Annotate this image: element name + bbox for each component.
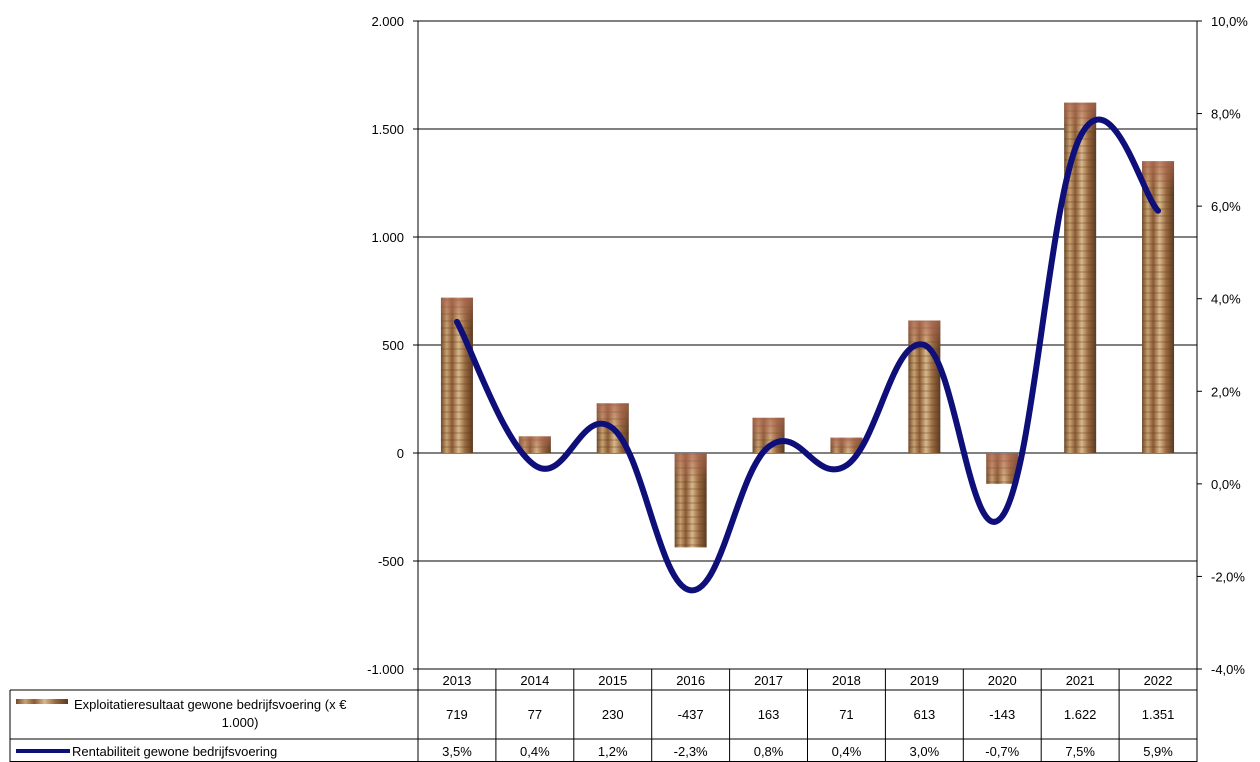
bar-2016 [674,453,707,548]
line-value-label: 3,0% [910,744,940,759]
right-tick-label: 0,0% [1211,477,1241,492]
bar-2019 [908,320,941,453]
axes: 2.000 1.500 1.000 500 0 -500 -1.000 10,0% 8,0% 6,… [367,14,1248,677]
legend-swatch-bars [16,699,68,704]
x-tick-label: 2019 [910,673,939,688]
line-value-label: 0,4% [832,744,862,759]
x-tick-label: 2022 [1144,673,1173,688]
left-tick-label: 1.500 [371,122,404,137]
bar-2018 [830,437,863,453]
x-tick-label: 2018 [832,673,861,688]
right-tick-label: 10,0% [1211,14,1248,29]
line-value-label: 5,9% [1143,744,1173,759]
line-series [453,116,1162,594]
right-tick-label: -2,0% [1211,569,1245,584]
legend-label-line: Rentabiliteit gewone bedrijfsvoering [72,744,277,759]
right-tick-label: 8,0% [1211,107,1241,122]
bar-top-shade [674,453,707,483]
data-table: 2013 2014 2015 2016 2017 2018 2019 2020 2021 2022… [9,668,1198,762]
bar-value-label: 613 [913,707,935,722]
line-value-label: 3,5% [442,744,472,759]
left-tick-label: 500 [382,338,404,353]
bar-top-shade [986,453,1019,483]
bar-2022 [1142,161,1175,453]
left-tick-label: -1.000 [367,662,404,677]
x-tick-label: 2021 [1066,673,1095,688]
x-tick-label: 2015 [598,673,627,688]
bar-value-label: 230 [602,707,624,722]
bar-series [440,102,1175,548]
legend-key-bars [16,699,68,704]
line-value-label: -2,3% [674,744,708,759]
line-rentabiliteit [453,116,1162,594]
bar-stripes [1142,161,1175,453]
line-value-label: 0,4% [520,744,550,759]
x-tick-label: 2020 [988,673,1017,688]
bar-top-shade [1064,102,1097,133]
x-tick-label: 2014 [520,673,549,688]
line-value-label: 1,2% [598,744,628,759]
bar-top-shade [830,437,863,453]
right-tick-label: 4,0% [1211,292,1241,307]
bar-2021 [1064,102,1097,453]
line-value-label: -0,7% [985,744,1019,759]
bar-value-label: 71 [839,707,853,722]
bar-stripes [1064,102,1097,453]
x-tick-label: 2013 [442,673,471,688]
bar-value-label: 1.351 [1142,707,1175,722]
bar-value-label: 1.622 [1064,707,1097,722]
bar-top-shade [518,436,551,453]
bar-2020 [986,453,1019,484]
right-tick-label: 6,0% [1211,199,1241,214]
line-value-label: 7,5% [1065,744,1095,759]
bar-2014 [518,436,551,453]
bar-value-label: -143 [989,707,1015,722]
left-tick-label: 1.000 [371,230,404,245]
legend-label-bars: Exploitatieresultaat gewone bedrijfsvoer… [74,697,347,712]
left-tick-label: 2.000 [371,14,404,29]
right-tick-label: -4,0% [1211,662,1245,677]
legend-label-bars-cont: 1.000) [222,715,259,730]
bar-value-label: 163 [758,707,780,722]
x-tick-label: 2016 [676,673,705,688]
left-tick-label: 0 [397,446,404,461]
right-tick-label: 2,0% [1211,384,1241,399]
line-value-label: 0,8% [754,744,784,759]
bar-value-label: -437 [678,707,704,722]
bar-value-label: 719 [446,707,468,722]
x-tick-label: 2017 [754,673,783,688]
left-tick-label: -500 [378,554,404,569]
bar-value-label: 77 [528,707,542,722]
